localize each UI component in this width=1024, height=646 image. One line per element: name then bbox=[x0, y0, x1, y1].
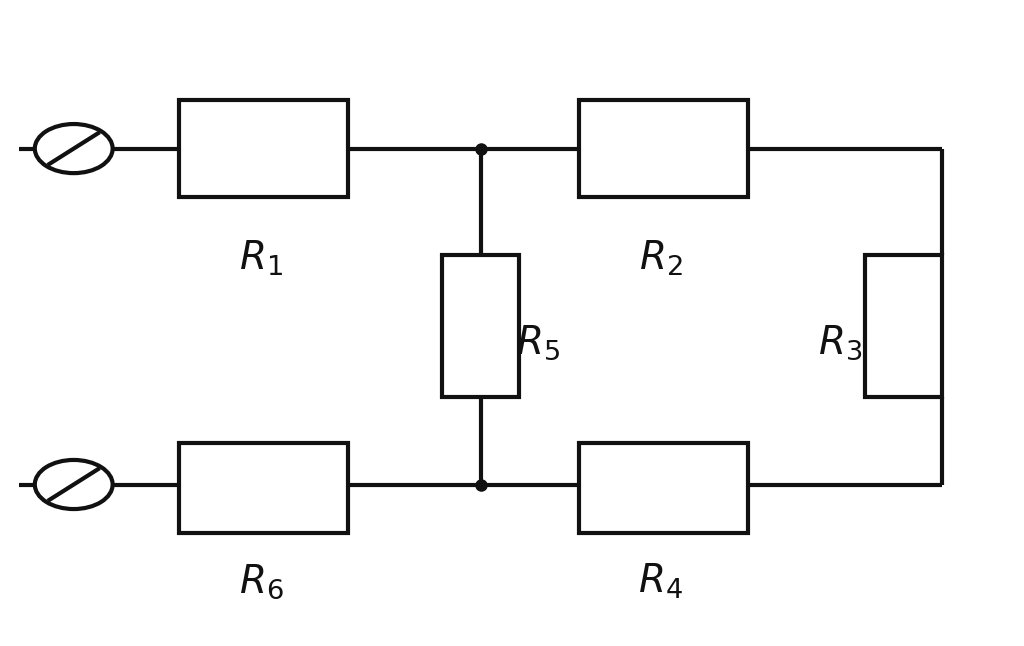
Bar bbox=[442, 255, 519, 397]
Bar bbox=[179, 443, 348, 533]
Bar bbox=[865, 255, 942, 397]
Text: $R_3$: $R_3$ bbox=[817, 323, 862, 362]
Bar bbox=[179, 100, 348, 197]
Text: $R_2$: $R_2$ bbox=[639, 239, 682, 278]
Text: $R_4$: $R_4$ bbox=[638, 562, 683, 601]
Text: $R_1$: $R_1$ bbox=[240, 239, 283, 278]
Text: $R_6$: $R_6$ bbox=[239, 562, 284, 601]
Bar bbox=[579, 100, 748, 197]
Bar bbox=[579, 443, 748, 533]
Text: $R_5$: $R_5$ bbox=[516, 323, 559, 362]
